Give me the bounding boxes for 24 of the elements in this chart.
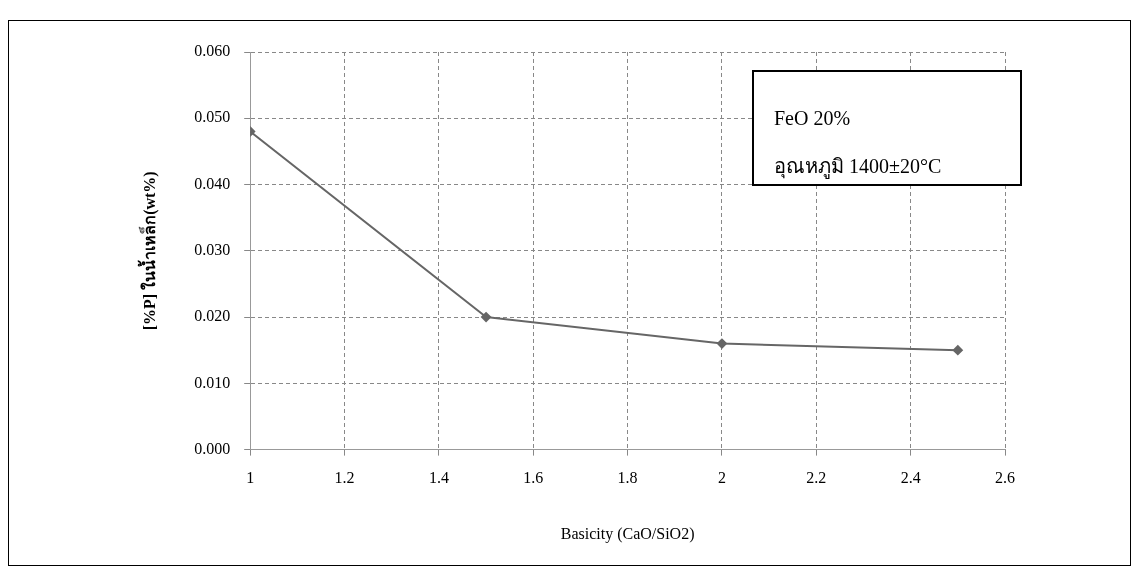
x-tick-label: 2.4 bbox=[900, 469, 921, 487]
x-tick-label: 2.2 bbox=[806, 469, 827, 487]
point bbox=[716, 338, 727, 349]
annotation: FeO 20% bbox=[774, 106, 852, 131]
point bbox=[952, 345, 963, 356]
y-tick-label: 0.020 bbox=[194, 307, 231, 325]
y-tick-label: 0.030 bbox=[194, 241, 231, 258]
x-tick-label: 1.8 bbox=[617, 469, 638, 487]
y-tick-label: 0.060 bbox=[194, 42, 231, 60]
note-box: FeO 20% อุณหภูมิ 1400±20°C bbox=[752, 70, 1022, 186]
y-tick-label: 0.050 bbox=[194, 108, 231, 126]
x-tick-label: 2.6 bbox=[995, 469, 1015, 487]
x-axis-title: Basicity (CaO/SiO2) bbox=[560, 524, 695, 543]
y-tick-label: 0.000 bbox=[194, 439, 231, 457]
point bbox=[481, 312, 492, 323]
y-axis-title: [%P] ในน้ำเหล็ก(wt%) bbox=[136, 171, 159, 331]
annotation: อุณหภูมิ 1400±20°C bbox=[774, 154, 943, 181]
y-tick-label: 0.040 bbox=[194, 174, 231, 192]
x-tick-label: 1.4 bbox=[428, 469, 449, 487]
x-tick-label: 1.2 bbox=[334, 469, 355, 487]
x-tick-label: 1 bbox=[246, 469, 255, 487]
x-tick-label: 2 bbox=[717, 469, 726, 487]
y-tick-label: 0.010 bbox=[194, 373, 231, 391]
x-tick-label: 1.6 bbox=[523, 469, 544, 487]
